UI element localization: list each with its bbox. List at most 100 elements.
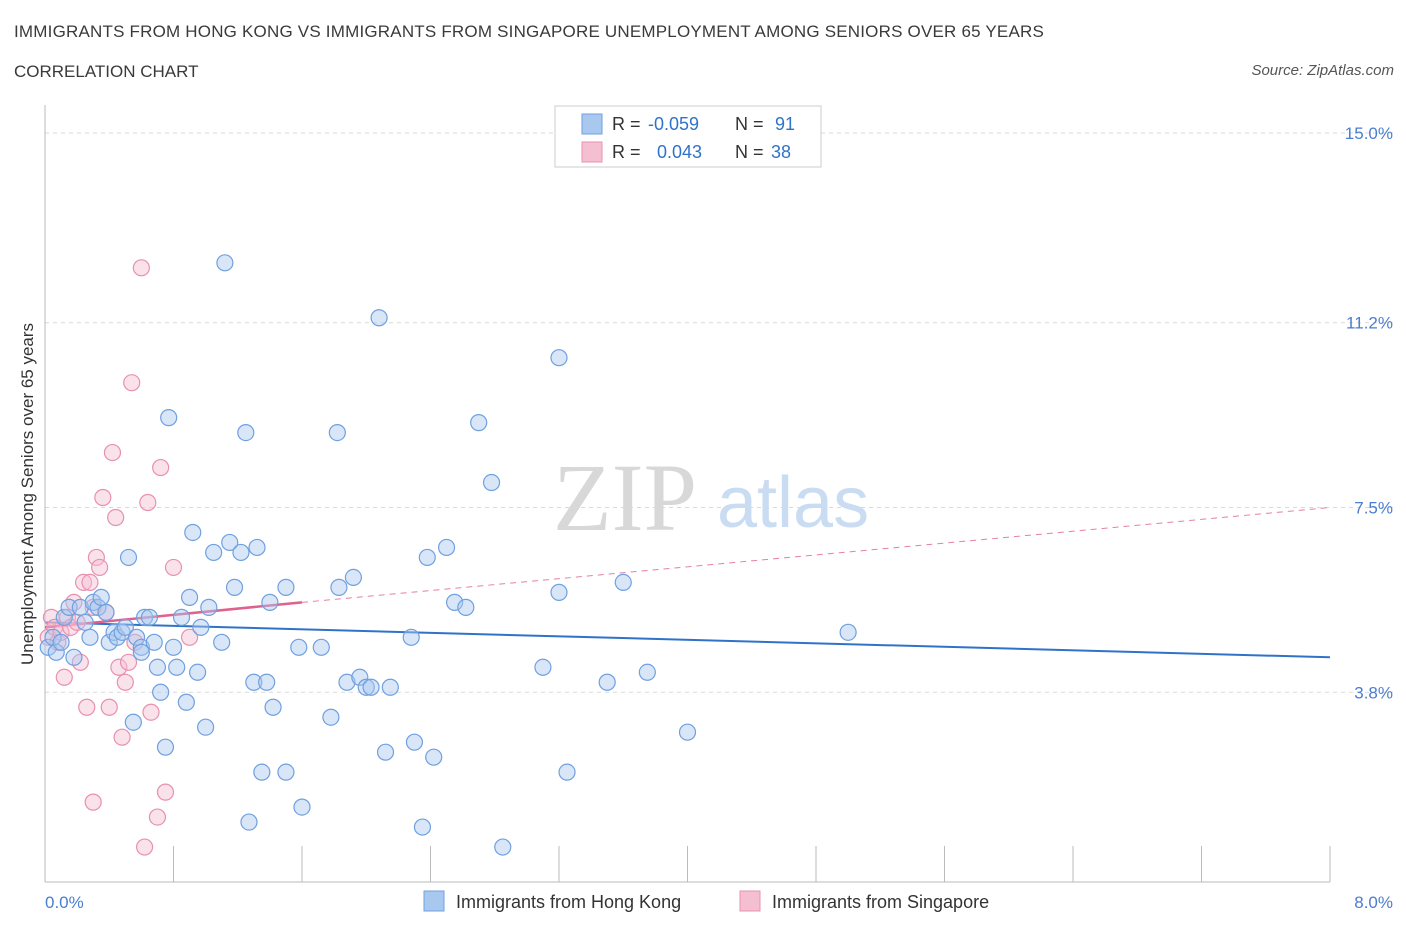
y-tick-label: 3.8%	[1354, 683, 1393, 702]
hongkong-point	[135, 608, 154, 626]
hongkong-point	[81, 628, 99, 646]
stats-n-value: 91	[775, 114, 795, 134]
hongkong-points	[39, 254, 857, 856]
stats-n-label: N =	[735, 114, 764, 134]
hongkong-point	[328, 424, 346, 442]
hongkong-point	[534, 658, 552, 676]
singapore-point	[135, 838, 154, 856]
singapore-point	[180, 628, 199, 646]
y-tick-label: 7.5%	[1354, 499, 1393, 518]
hongkong-point	[132, 643, 150, 661]
hongkong-point	[338, 673, 356, 691]
hongkong-point	[245, 673, 263, 691]
hongkong-point	[188, 663, 207, 681]
stats-r-value: 0.043	[657, 142, 702, 162]
singapore-point	[116, 673, 134, 691]
stats-r-value: -0.059	[648, 114, 699, 134]
hongkong-point	[197, 718, 215, 736]
hongkong-point	[351, 668, 369, 686]
hongkong-point	[470, 414, 488, 432]
hongkong-point	[55, 608, 73, 626]
hongkong-point	[261, 593, 279, 611]
hongkong-point	[237, 424, 255, 442]
hongkong-point	[413, 818, 432, 836]
hongkong-point	[97, 603, 115, 621]
hongkong-point	[172, 608, 191, 626]
hongkong-point	[258, 673, 276, 691]
hongkong-point	[253, 763, 271, 781]
stats-legend: R = -0.059 N = 91 R = 0.043 N = 38	[554, 105, 822, 168]
hongkong-point	[445, 593, 464, 611]
hongkong-point	[425, 748, 443, 766]
hongkong-point	[52, 633, 70, 651]
stats-n-label: N =	[735, 142, 764, 162]
singapore-point	[156, 783, 175, 801]
stats-n-value: 38	[771, 142, 791, 162]
singapore-point	[119, 653, 138, 671]
singapore-trendline-extended	[301, 507, 1331, 603]
hongkong-point	[116, 618, 134, 636]
x-tick-label-min: 0.0%	[45, 893, 84, 912]
singapore-point	[142, 703, 160, 721]
hongkong-point	[357, 678, 375, 696]
hongkong-point	[248, 538, 266, 557]
singapore-point	[110, 658, 128, 676]
singapore-point	[103, 443, 122, 462]
hongkong-point	[200, 598, 218, 616]
hongkong-point	[277, 763, 295, 781]
hongkong-point	[213, 633, 231, 651]
hongkong-point	[402, 628, 420, 646]
x-tick-label-max: 8.0%	[1354, 893, 1393, 912]
hongkong-point	[177, 693, 195, 711]
stats-swatch-blue	[581, 113, 603, 135]
hongkong-point	[376, 743, 395, 761]
hongkong-point	[437, 538, 456, 557]
hongkong-point	[381, 678, 399, 696]
hongkong-point	[482, 473, 501, 492]
hongkong-point	[164, 638, 183, 656]
singapore-point	[148, 808, 167, 826]
watermark: ZIP atlas	[553, 444, 869, 551]
hongkong-point	[221, 533, 239, 552]
hongkong-point	[92, 588, 110, 606]
hongkong-point	[145, 633, 163, 651]
singapore-point	[94, 488, 112, 507]
y-tick-labels: 3.8% 7.5% 11.2% 15.0%	[1345, 124, 1393, 702]
hongkong-point	[322, 708, 340, 726]
singapore-point	[91, 558, 109, 577]
singapore-point	[100, 698, 118, 716]
y-tick-label: 15.0%	[1345, 124, 1393, 143]
singapore-point	[84, 793, 102, 811]
hongkong-point	[160, 409, 178, 427]
hongkong-point	[638, 663, 656, 681]
hongkong-point	[216, 254, 234, 272]
hongkong-point	[330, 578, 348, 596]
hongkong-point	[550, 583, 568, 601]
chart-subtitle: CORRELATION CHART	[14, 62, 199, 81]
singapore-point	[81, 573, 99, 592]
hongkong-point	[184, 523, 202, 542]
hongkong-trendline	[44, 621, 1331, 659]
bottom-legend: Immigrants from Hong Kong Immigrants fro…	[423, 890, 989, 912]
hongkong-point	[405, 733, 424, 751]
hongkong-point	[839, 623, 857, 641]
hongkong-point	[370, 309, 388, 327]
watermark-atlas: atlas	[717, 463, 869, 543]
hongkong-point	[312, 638, 330, 656]
hongkong-point	[156, 738, 175, 756]
legend-swatch-singapore	[739, 890, 761, 912]
hongkong-point	[168, 658, 186, 676]
singapore-points	[39, 259, 199, 856]
y-axis-title: Unemployment Among Seniors over 65 years	[18, 323, 37, 665]
hongkong-point	[277, 578, 295, 596]
chart-title: IMMIGRANTS FROM HONG KONG VS IMMIGRANTS …	[14, 22, 1045, 41]
legend-swatch-hongkong	[423, 890, 445, 912]
hongkong-point	[124, 713, 142, 731]
hongkong-point	[558, 763, 576, 781]
hongkong-point	[457, 598, 475, 616]
y-tick-label: 11.2%	[1346, 314, 1393, 333]
singapore-point	[74, 573, 93, 592]
singapore-point	[39, 628, 57, 646]
stats-r-label: R =	[612, 142, 641, 162]
